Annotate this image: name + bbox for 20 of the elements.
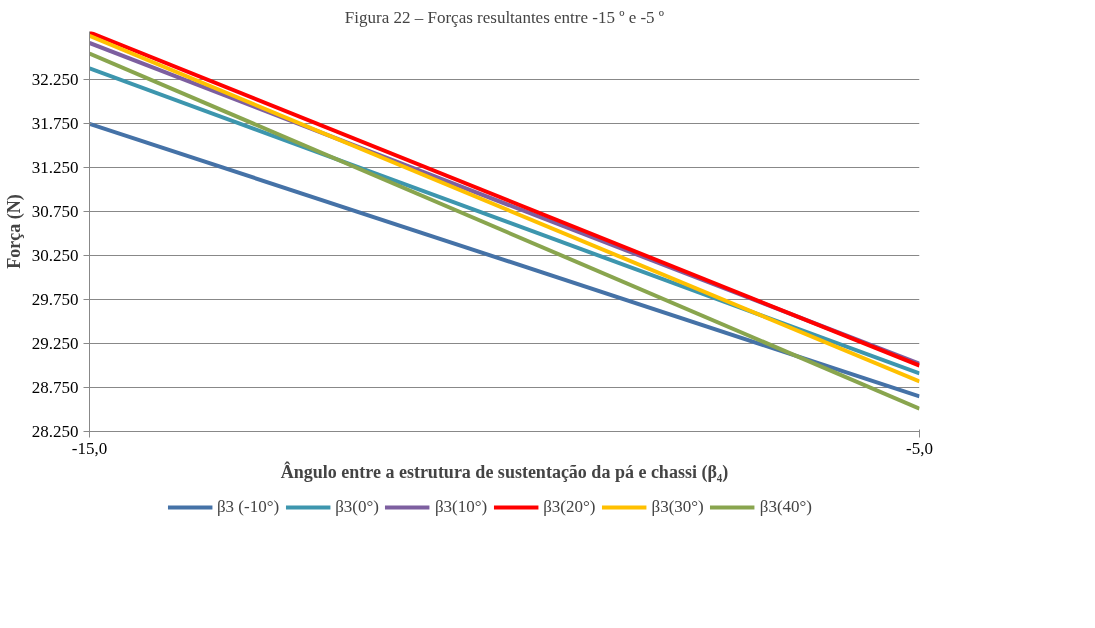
y-tick-label: 31.750 [31,114,79,134]
y-tick-label: 28.750 [31,378,79,398]
y-tick-label: 29.750 [31,290,79,310]
legend-label: β3(40°) [759,496,813,517]
y-tick-label: 30.250 [31,246,79,266]
x-axis-title: Ângulo entre a estrutura de sustentação da pá e chassi (β₄) [280,460,729,483]
chart-title: Figura 22 – Forças resultantes entre -15 º e -5 º [344,7,665,27]
legend-label: β3 (-10°) [216,496,280,517]
x-tick-label: -15,0 [71,438,108,458]
legend-label: β3(0°) [335,496,379,517]
y-tick-label: 28.250 [31,422,79,441]
y-tick-label: 32.250 [31,70,79,90]
legend-label: β3(10°) [434,496,488,517]
y-axis-title: Força (N) [3,194,25,269]
y-tick-label: 29.250 [31,334,79,354]
y-tick-label: 31.250 [31,158,79,178]
legend-label: β3(30°) [651,496,704,517]
legend-label: β3(20°) [543,496,596,517]
y-tick-label: 30.750 [31,202,79,222]
x-tick-label: -5,0 [906,438,933,458]
